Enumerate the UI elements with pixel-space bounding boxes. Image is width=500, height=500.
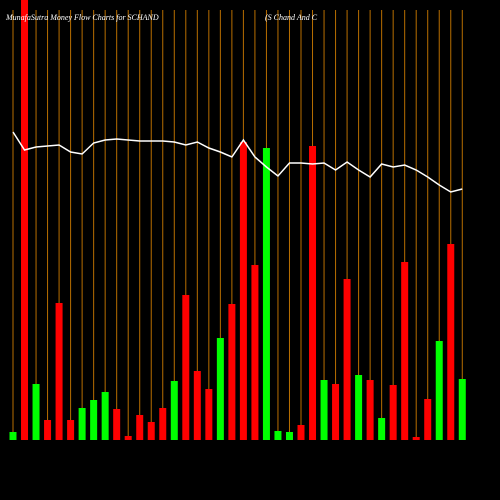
bar <box>320 380 328 440</box>
money-flow-line <box>12 131 463 193</box>
bar <box>55 303 63 440</box>
bar <box>193 371 201 440</box>
bar <box>424 399 432 440</box>
bar <box>228 304 236 440</box>
bar <box>124 436 132 440</box>
bar <box>458 379 466 440</box>
bars <box>9 0 466 440</box>
bar <box>101 392 109 440</box>
bar <box>182 295 190 440</box>
bar <box>9 432 17 440</box>
bar <box>378 418 386 440</box>
chart-title: MunafaSutra Money Flow Charts for SCHAND <box>5 13 159 22</box>
bar <box>251 265 259 440</box>
bar <box>113 409 121 440</box>
bar <box>216 338 224 440</box>
bar <box>136 415 144 440</box>
bar <box>67 420 75 440</box>
bar <box>262 148 270 440</box>
bar <box>274 431 282 440</box>
bar <box>355 375 363 440</box>
bar <box>78 408 86 440</box>
bar <box>401 262 409 440</box>
bar <box>366 380 374 440</box>
bar <box>389 385 397 440</box>
bar <box>159 408 167 440</box>
bar <box>90 400 98 440</box>
bar <box>147 422 155 440</box>
bar <box>205 389 213 440</box>
bar <box>412 437 420 440</box>
bar <box>435 341 443 440</box>
bar <box>21 0 29 440</box>
bar <box>44 420 52 440</box>
bar <box>309 146 317 440</box>
chart-subtitle: (S Chand And C <box>265 13 318 22</box>
bar <box>285 432 293 440</box>
bar <box>332 384 340 440</box>
bar <box>297 425 305 440</box>
bar <box>32 384 40 440</box>
bar <box>447 244 455 440</box>
line-layer <box>12 131 463 193</box>
bar <box>170 381 178 440</box>
bar <box>343 279 351 440</box>
bar <box>239 142 247 440</box>
